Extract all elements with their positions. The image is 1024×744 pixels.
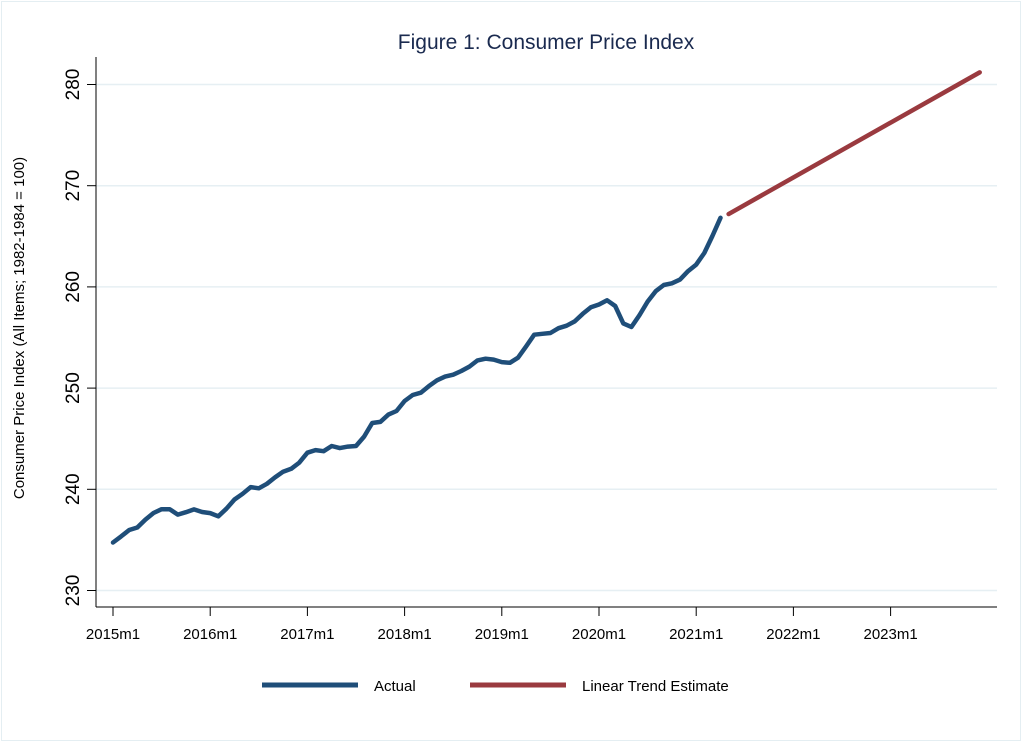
- chart-title: Figure 1: Consumer Price Index: [398, 31, 695, 54]
- series-group: [110, 70, 982, 545]
- x-tick-label: 2016m1: [183, 626, 237, 643]
- legend: Actual Linear Trend Estimate: [262, 678, 729, 695]
- x-tick-label: 2018m1: [377, 626, 431, 643]
- x-tick-label: 2020m1: [572, 626, 626, 643]
- y-tick-label: 270: [63, 170, 84, 202]
- x-tick-label: 2019m1: [475, 626, 529, 643]
- y-axis-label: Consumer Price Index (All Items; 1982-19…: [11, 157, 28, 499]
- x-tick-label: 2015m1: [86, 626, 140, 643]
- axes: 230 240 250 260 270 280 2015m1 2016m1 2017m1 2018…: [63, 57, 997, 643]
- x-tick-label: 2021m1: [669, 626, 723, 643]
- legend-label-actual: Actual: [374, 678, 416, 695]
- y-tick-label: 280: [63, 69, 84, 101]
- gridlines: [96, 83, 997, 592]
- y-tick-label: 260: [63, 271, 84, 303]
- y-tick-label: 230: [63, 575, 84, 607]
- x-tick-label: 2017m1: [280, 626, 334, 643]
- series-line-trend: [726, 70, 982, 217]
- legend-label-trend: Linear Trend Estimate: [582, 678, 729, 695]
- x-tick-label: 2022m1: [766, 626, 820, 643]
- series-line-actual: [110, 215, 723, 545]
- y-tick-label: 240: [63, 473, 84, 505]
- y-tick-label: 250: [63, 372, 84, 404]
- x-tick-label: 2023m1: [863, 626, 917, 643]
